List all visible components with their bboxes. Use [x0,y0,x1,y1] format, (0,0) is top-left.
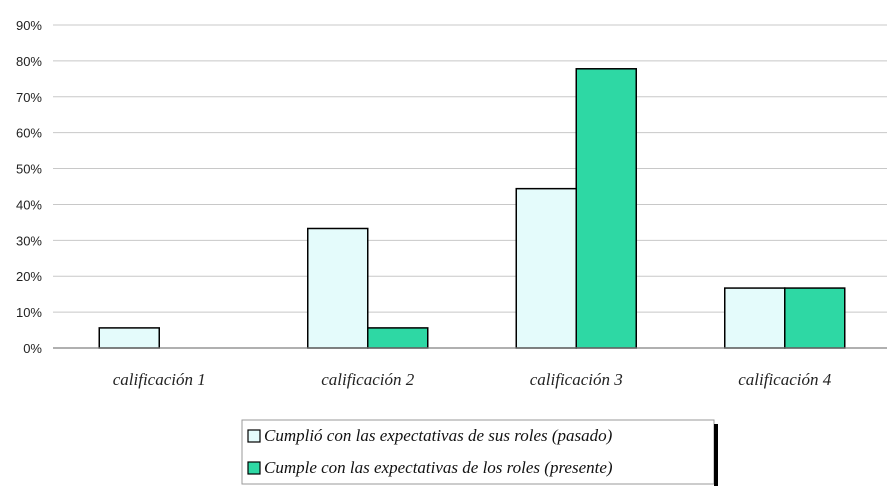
legend-shadow [714,424,718,486]
y-tick-label: 0% [23,341,42,356]
legend: Cumplió con las expectativas de sus role… [242,420,718,486]
bar-past-3 [516,189,576,348]
grid-lines [53,25,887,312]
x-category-label: calificación 4 [738,370,832,389]
x-axis-category-labels: calificación 1 calificación 2 calificación… [113,370,832,389]
x-category-label: calificación 2 [321,370,415,389]
bar-present-4 [785,288,845,348]
bar-past-4 [725,288,785,348]
bar-past-1 [99,328,159,348]
y-tick-label: 80% [16,54,42,69]
bar-present-3 [576,69,636,348]
bar-present-2 [368,328,428,348]
x-category-label: calificación 1 [113,370,206,389]
bar-past-2 [308,228,368,348]
legend-label-present: Cumple con las expectativas de los roles… [264,458,613,477]
y-axis-tick-labels: 0% 10% 20% 30% 40% 50% 60% 70% 80% 90% [16,18,42,356]
y-tick-label: 50% [16,162,42,177]
legend-swatch-present [248,462,260,474]
y-tick-label: 60% [16,126,42,141]
y-tick-label: 10% [16,305,42,320]
legend-swatch-past [248,430,260,442]
y-tick-label: 70% [16,90,42,105]
legend-label-past: Cumplió con las expectativas de sus role… [264,426,613,445]
y-tick-label: 40% [16,197,42,212]
y-tick-label: 90% [16,18,42,33]
x-category-label: calificación 3 [530,370,623,389]
y-tick-label: 30% [16,233,42,248]
y-tick-label: 20% [16,269,42,284]
bars [99,69,845,348]
